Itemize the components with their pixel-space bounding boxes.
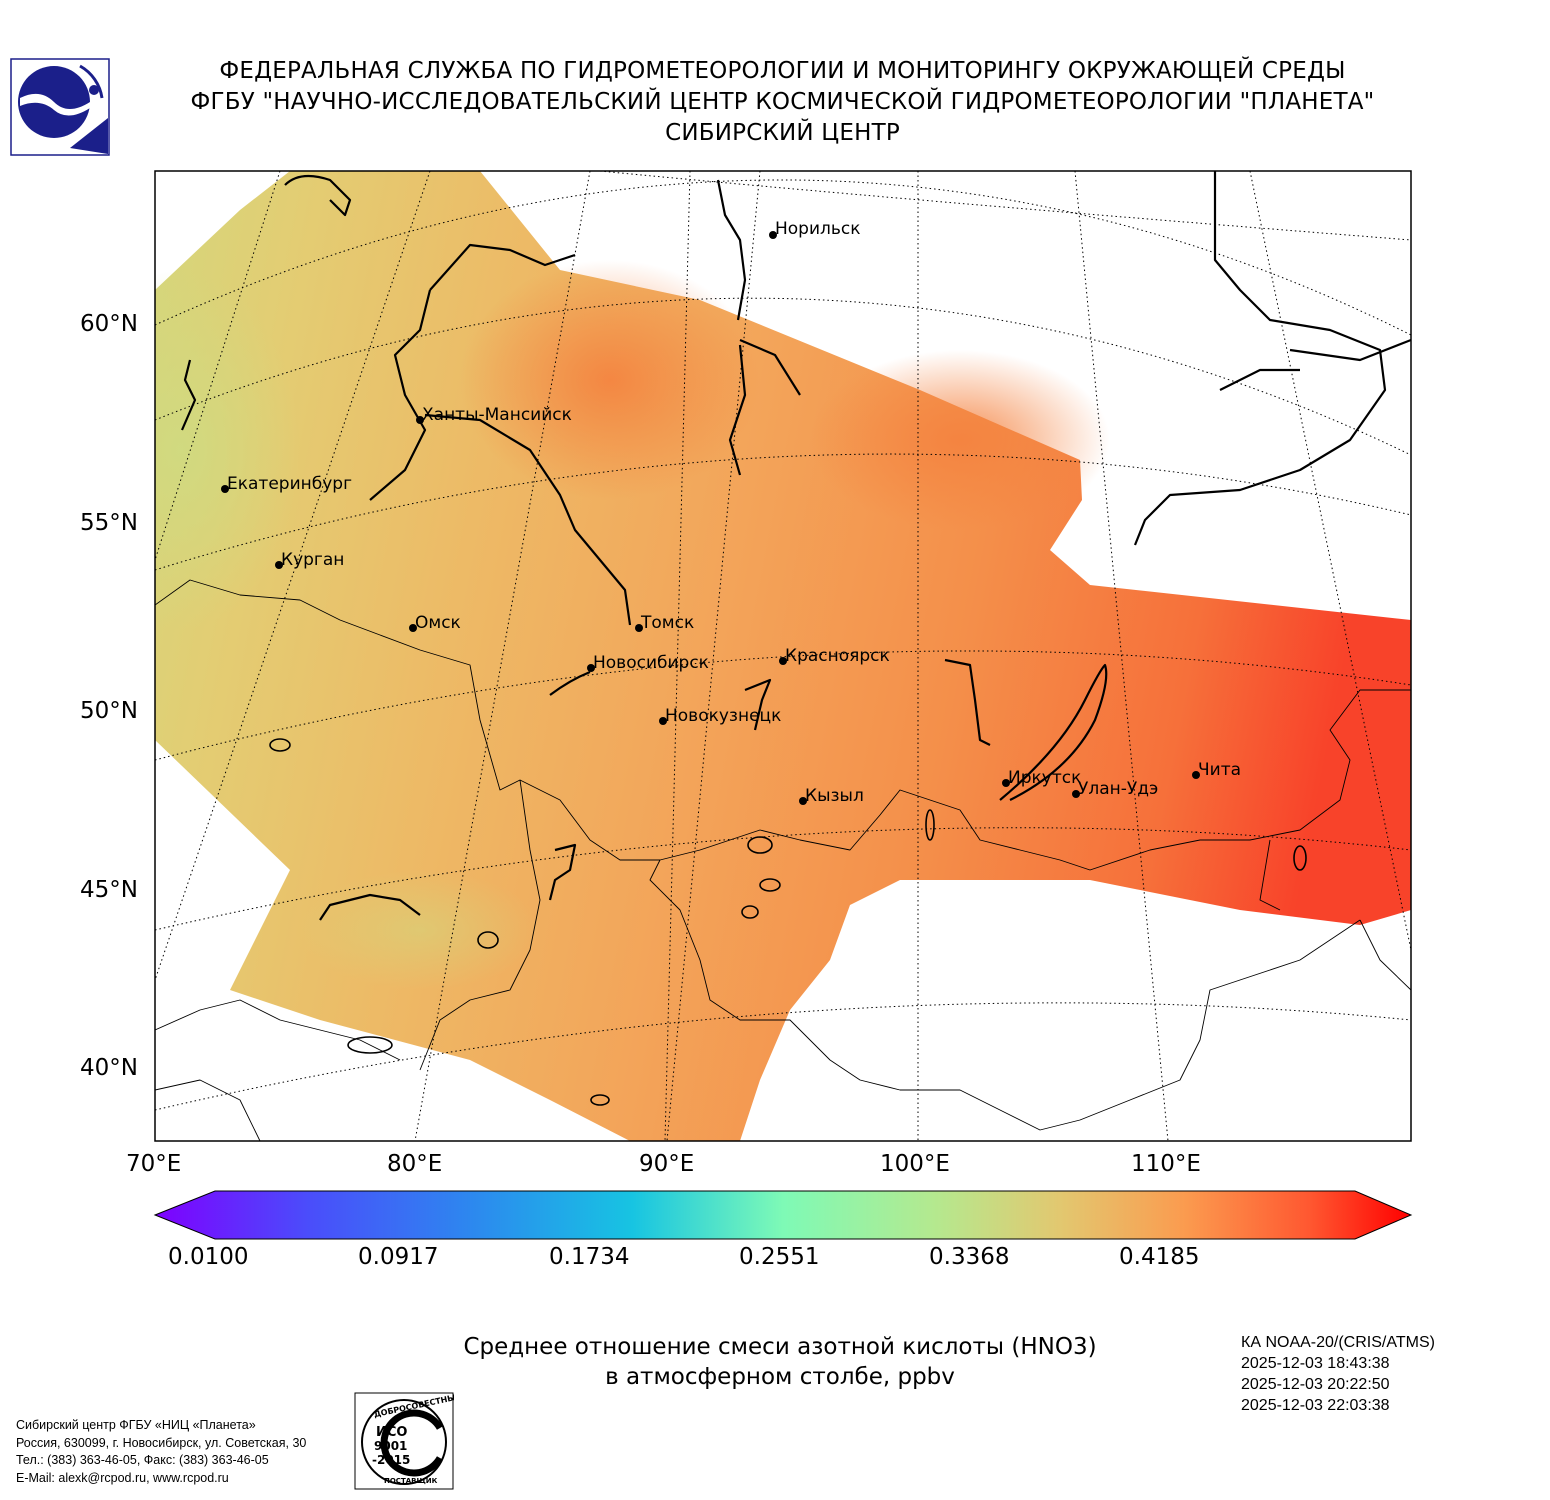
city-novosibirsk: Новосибирск [587, 653, 709, 673]
city-ekaterinburg: Екатеринбург [221, 474, 352, 494]
lat-label-55: 55°N [80, 510, 138, 536]
city-kurgan: Курган [275, 550, 344, 570]
city-omsk: Омск [409, 613, 461, 633]
colorbar [153, 1190, 1413, 1240]
svg-text:ПОСТАВЩИК: ПОСТАВЩИК [384, 1477, 438, 1485]
city-khanty-mansiysk: Ханты-Мансийск [416, 405, 572, 425]
footer-address: Россия, 630099, г. Новосибирск, ул. Сове… [16, 1435, 307, 1450]
pass-time: 2025-12-03 18:43:38 [1241, 1355, 1390, 1372]
colorbar-tick-label: 0.0917 [358, 1244, 439, 1270]
lon-label-80: 80°E [387, 1151, 443, 1177]
svg-text:Новокузнецк: Новокузнецк [665, 706, 781, 726]
svg-text:Иркутск: Иркутск [1008, 768, 1081, 788]
lon-label-110: 110°E [1131, 1151, 1201, 1177]
colorbar-tick-label: 0.1734 [549, 1244, 630, 1270]
lat-label-60: 60°N [80, 311, 138, 337]
svg-text:Норильск: Норильск [775, 219, 861, 239]
map-subtitle: Среднее отношение смеси азотной кислоты … [380, 1332, 1180, 1392]
pass-time: 2025-12-03 20:22:50 [1241, 1376, 1390, 1393]
footer-contacts: Сибирский центр ФГБУ «НИЦ «Планета» Росс… [16, 1417, 306, 1487]
city-markers: Норильск Ханты-Мансийск Екатеринбург Кур… [221, 219, 1241, 806]
lat-label-45: 45°N [80, 877, 138, 903]
colorbar-tick-label: 0.3368 [929, 1244, 1010, 1270]
svg-text:ИСО: ИСО [376, 1425, 407, 1440]
header-line-3: СИБИРСКИЙ ЦЕНТР [665, 120, 900, 146]
lon-label-90: 90°E [639, 1151, 695, 1177]
svg-text:Томск: Томск [640, 613, 694, 633]
lon-label-100: 100°E [880, 1151, 950, 1177]
footer-phone: Тел.: (383) 363-46-05, Факс: (383) 363-4… [16, 1453, 269, 1467]
header-line-2: ФГБУ "НАУЧНО-ИССЛЕДОВАТЕЛЬСКИЙ ЦЕНТР КОС… [190, 89, 1375, 115]
city-kyzyl: Кызыл [799, 786, 864, 806]
subtitle-line-1: Среднее отношение смеси азотной кислоты … [463, 1334, 1097, 1360]
footer-org: Сибирский центр ФГБУ «НИЦ «Планета» [16, 1418, 256, 1432]
svg-text:Кызыл: Кызыл [805, 786, 864, 806]
planeta-logo-icon [10, 58, 110, 156]
lat-label-40: 40°N [80, 1055, 138, 1081]
city-ulan-ude: Улан-Удэ [1072, 779, 1158, 799]
svg-text:Чита: Чита [1198, 760, 1241, 780]
map-frame [154, 170, 1412, 1142]
page-title: ФЕДЕРАЛЬНАЯ СЛУЖБА ПО ГИДРОМЕТЕОРОЛОГИИ … [150, 56, 1415, 149]
lat-label-50: 50°N [80, 698, 138, 724]
satellite-info: КА NOAA-20/(CRIS/ATMS) 2025-12-03 18:43:… [1241, 1332, 1435, 1416]
satellite-name: КА NOAA-20/(CRIS/ATMS) [1241, 1334, 1435, 1351]
subtitle-line-2: в атмосферном столбе, ppbv [605, 1364, 955, 1390]
svg-text:Улан-Удэ: Улан-Удэ [1078, 779, 1158, 799]
city-tomsk: Томск [635, 613, 694, 633]
city-irkutsk: Иркутск [1002, 768, 1081, 788]
city-norilsk: Норильск [769, 219, 861, 239]
colorbar-tick-label: 0.0100 [168, 1244, 249, 1270]
iso-9001-badge-icon: ДОБРОСОВЕСТНЫЙ ИСО 9001 -2015 ПОСТАВЩИК [354, 1392, 454, 1490]
lon-label-70: 70°E [126, 1151, 182, 1177]
city-chita: Чита [1192, 760, 1241, 780]
colorbar-tick-label: 0.2551 [739, 1244, 820, 1270]
svg-text:Ханты-Мансийск: Ханты-Мансийск [422, 405, 572, 425]
svg-text:-2015: -2015 [372, 1453, 410, 1467]
svg-text:Омск: Омск [415, 613, 461, 633]
pass-time: 2025-12-03 22:03:38 [1241, 1397, 1390, 1414]
city-novokuznetsk: Новокузнецк [659, 706, 781, 726]
svg-text:Новосибирск: Новосибирск [593, 653, 709, 673]
colorbar-tick-label: 0.4185 [1119, 1244, 1200, 1270]
city-krasnoyarsk: Красноярск [779, 646, 890, 666]
header-line-1: ФЕДЕРАЛЬНАЯ СЛУЖБА ПО ГИДРОМЕТЕОРОЛОГИИ … [219, 58, 1346, 84]
footer-email: E-Mail: alexk@rcpod.ru, www.rcpod.ru [16, 1470, 229, 1485]
svg-text:9001: 9001 [374, 1439, 407, 1453]
hno3-field [155, 171, 1411, 1141]
svg-text:Курган: Курган [281, 550, 344, 570]
svg-text:Екатеринбург: Екатеринбург [227, 474, 352, 494]
svg-text:Красноярск: Красноярск [785, 646, 890, 666]
